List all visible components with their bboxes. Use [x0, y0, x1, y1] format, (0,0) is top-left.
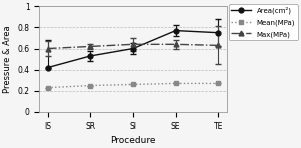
Y-axis label: Pressure & Area: Pressure & Area — [3, 25, 12, 93]
X-axis label: Procedure: Procedure — [110, 136, 156, 145]
Legend: Area(cm²), Mean(MPa), Max(MPa): Area(cm²), Mean(MPa), Max(MPa) — [229, 4, 298, 40]
